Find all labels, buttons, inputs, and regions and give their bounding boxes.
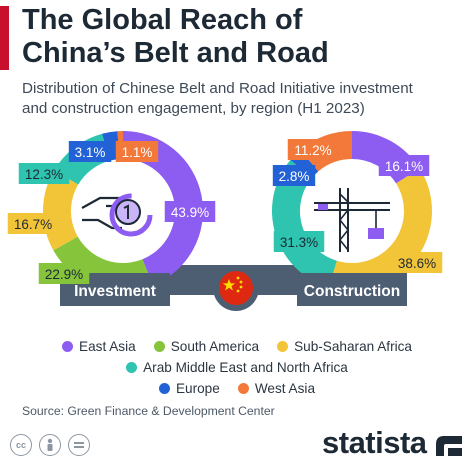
value-label-investment-sub-saharan-africa: 16.7%	[14, 217, 52, 232]
legend-label: South America	[170, 339, 260, 354]
value-label-investment-west-asia: 1.1%	[122, 145, 153, 160]
legend-item-europe: Europe	[158, 381, 220, 396]
legend-swatch	[237, 383, 249, 394]
value-label-box	[115, 141, 159, 162]
donut-charts: Investment Construction 43.9% 22.9% 16.7% 1…	[7, 131, 443, 311]
value-label-construction-west-asia: 11.2%	[294, 143, 331, 158]
value-label-box	[38, 263, 90, 284]
value-labels: 43.9% 22.9% 16.7% 12.3% 3.1% 1.1% 16.1% 38.6% 31…	[7, 139, 443, 284]
crane-load-icon	[368, 228, 384, 239]
equals-icon	[68, 434, 90, 456]
value-label-construction-europe: 2.8%	[279, 169, 310, 184]
coin-digit	[123, 204, 129, 219]
china-flag-icon	[219, 271, 253, 305]
statista-logo: statista	[322, 425, 427, 460]
flag-small-star	[236, 289, 240, 293]
legend-item-arab-middle-east-and-north-africa: Arab Middle East and North Africa	[126, 360, 348, 375]
value-label-investment-europe: 3.1%	[75, 145, 106, 160]
value-label-box	[273, 231, 325, 252]
construction-center-icon	[302, 161, 402, 261]
license-icons: cc	[10, 434, 97, 456]
connector	[160, 265, 314, 311]
legend-swatch	[62, 341, 74, 352]
person-icon	[39, 434, 61, 456]
legend-item-west-asia: West Asia	[237, 381, 316, 396]
value-label-box	[164, 201, 216, 222]
legend-row: Europe West Asia	[0, 378, 474, 399]
value-label-box	[287, 139, 339, 160]
cc-icon: cc	[10, 434, 32, 456]
crane-counterweight	[318, 204, 328, 210]
value-label-box	[18, 163, 70, 184]
page-subtitle: Distribution of Chinese Belt and Road In…	[22, 79, 467, 119]
legend-label: East Asia	[79, 339, 136, 354]
legend-item-east-asia: East Asia	[62, 339, 136, 354]
legend-swatch	[277, 341, 289, 352]
coin-arrow-icon	[109, 193, 153, 237]
legend-label: West Asia	[254, 381, 316, 396]
investment-label: Investment	[74, 283, 156, 300]
flag-small-star	[239, 285, 243, 289]
value-label-investment-south-america: 22.9%	[45, 267, 83, 282]
construction-label: Construction	[304, 283, 400, 300]
legend-row: Arab Middle East and North Africa	[0, 357, 474, 378]
investment-center-icon	[73, 161, 173, 261]
value-label-box	[7, 213, 59, 234]
page-title: The Global Reach of China’s Belt and Roa…	[22, 4, 462, 70]
flag-star-icon	[222, 279, 236, 291]
flag-small-star	[236, 276, 240, 280]
value-label-investment-arab-middle-east-and-north-africa: 12.3%	[25, 167, 63, 182]
legend-label: Sub-Saharan Africa	[294, 339, 412, 354]
value-label-investment-east-asia: 43.9%	[171, 205, 209, 220]
construction-label-box	[297, 273, 407, 306]
value-label-box	[68, 141, 112, 162]
legend-label: Arab Middle East and North Africa	[143, 360, 348, 375]
value-label-construction-arab-middle-east-and-north-africa: 31.3%	[280, 235, 318, 250]
value-label-construction-sub-saharan-africa: 38.6%	[398, 256, 436, 271]
value-label-box	[378, 155, 430, 176]
flag-small-star	[239, 280, 243, 284]
legend-swatch	[153, 341, 165, 352]
crane-truss	[338, 193, 350, 251]
title-line-2: China’s Belt and Road	[22, 37, 329, 69]
value-label-box	[272, 165, 316, 186]
subtitle-line-1: Distribution of Chinese Belt and Road In…	[22, 80, 413, 97]
statista-mark-icon	[436, 436, 462, 456]
legend-swatch	[158, 383, 170, 394]
value-label-construction-east-asia: 16.1%	[385, 159, 423, 174]
subtitle-line-2: and construction engagement, by region (…	[22, 100, 365, 117]
legend-item-sub-saharan-africa: Sub-Saharan Africa	[277, 339, 412, 354]
title-accent-bar	[0, 6, 9, 70]
value-label-box	[391, 252, 443, 273]
legend: East Asia South America Sub-Saharan Africa…	[0, 336, 474, 399]
legend-label: Europe	[175, 381, 220, 396]
legend-row: East Asia South America Sub-Saharan Africa	[0, 336, 474, 357]
legend-swatch	[126, 362, 138, 373]
source-note: Source: Green Finance & Development Cent…	[22, 404, 275, 418]
title-line-1: The Global Reach of	[22, 4, 303, 36]
slice-construction-arab-middle-east-and-north-africa	[272, 160, 337, 288]
legend-item-south-america: South America	[153, 339, 260, 354]
slice-investment-east-asia	[123, 131, 204, 286]
